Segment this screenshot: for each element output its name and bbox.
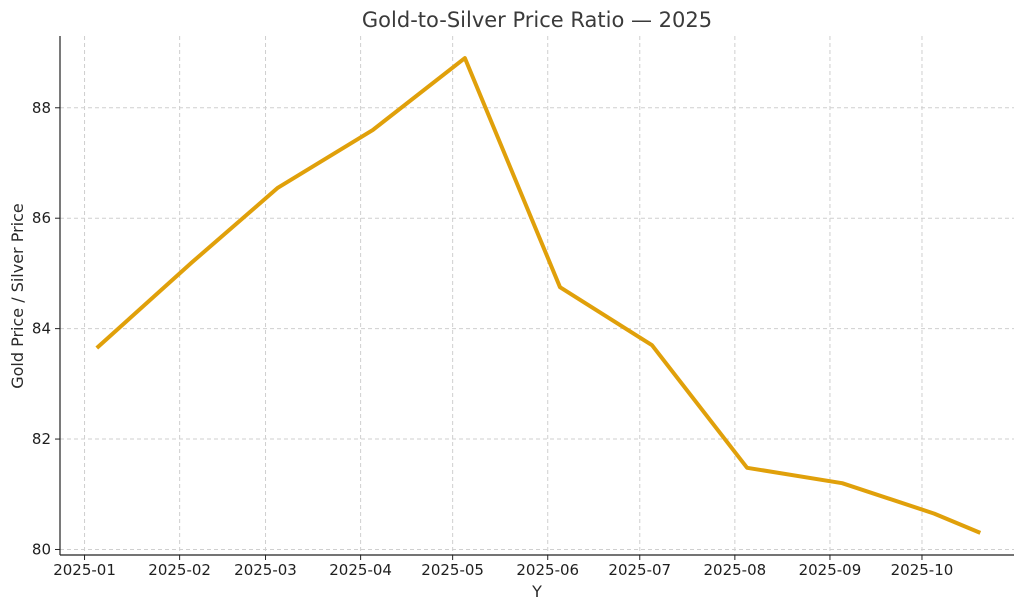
axes-layer: [59, 36, 1014, 556]
x-tick-label: 2025-08: [704, 561, 767, 579]
grid-layer: [60, 36, 1014, 555]
x-tick-label: 2025-07: [608, 561, 671, 579]
series-layer: [95, 56, 982, 535]
x-axis-label: Y: [531, 582, 542, 601]
x-tick-label: 2025-05: [421, 561, 484, 579]
x-tick-label: 2025-01: [53, 561, 116, 579]
series-line: [95, 56, 982, 535]
x-tick-label: 2025-03: [234, 561, 297, 579]
y-tick-label: 88: [32, 99, 51, 117]
x-tick-label: 2025-06: [516, 561, 579, 579]
y-tick-label: 82: [32, 430, 51, 448]
y-tick-label: 80: [32, 540, 51, 558]
y-tick-label: 84: [32, 320, 51, 338]
y-axis-label: Gold Price / Silver Price: [8, 203, 27, 389]
x-tick-label: 2025-02: [148, 561, 211, 579]
ticks-layer: 2025-01 2025-02 2025-03 2025-04 2025-05 2025-…: [32, 99, 953, 579]
x-tick-label: 2025-09: [799, 561, 862, 579]
x-tick-label: 2025-04: [329, 561, 392, 579]
x-tick-label: 2025-10: [891, 561, 954, 579]
y-tick-label: 86: [32, 209, 51, 227]
chart-title: Gold-to-Silver Price Ratio — 2025: [362, 8, 712, 32]
